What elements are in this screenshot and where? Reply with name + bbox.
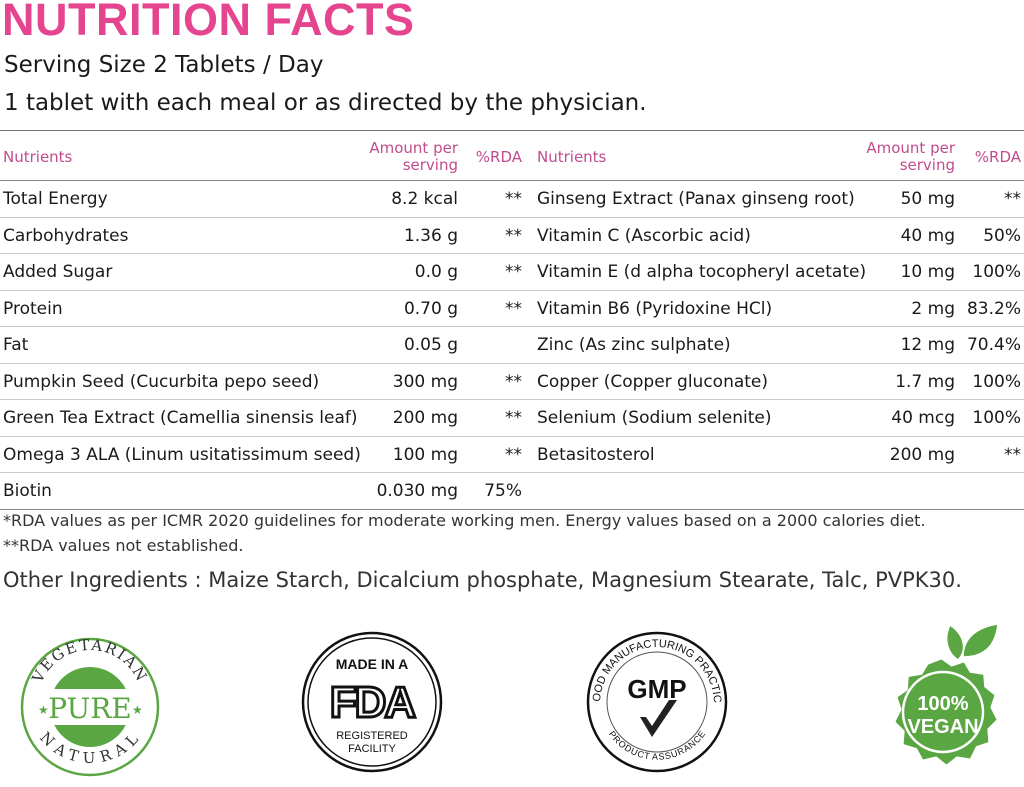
- rda: 50%: [983, 226, 1021, 246]
- amount: 0.030 mg: [377, 481, 458, 501]
- table-row: Total Energy 8.2 kcal ** Ginseng Extract (P…: [0, 181, 1024, 218]
- svg-text:★: ★: [38, 703, 49, 717]
- amount: 40 mcg: [891, 408, 955, 428]
- svg-text:REGISTERED: REGISTERED: [336, 730, 408, 742]
- rda: **: [505, 372, 522, 392]
- rda: **: [1004, 189, 1021, 209]
- svg-text:PURE: PURE: [48, 692, 131, 725]
- amount: 50 mg: [901, 189, 955, 209]
- amount: 8.2 kcal: [391, 189, 458, 209]
- amount: 100 mg: [393, 445, 458, 465]
- header-rda: %RDA: [476, 148, 522, 166]
- page-title: NUTRITION FACTS: [2, 0, 414, 46]
- amount: 0.70 g: [404, 299, 458, 319]
- rda: **: [505, 408, 522, 428]
- vegetarian-pure-natural-logo: VEGETARIAN NATURAL PURE ★★: [18, 622, 163, 777]
- nutrient-name: Vitamin B6 (Pyridoxine HCl): [537, 299, 772, 319]
- gmp-logo: GOOD MANUFACTURING PRACTICE PRODUCT ASSU…: [585, 622, 730, 777]
- rda: 100%: [972, 262, 1021, 282]
- rda: 75%: [484, 481, 522, 501]
- amount: 300 mg: [393, 372, 458, 392]
- header-nutrients: Nutrients: [3, 148, 72, 166]
- header-rda: %RDA: [975, 148, 1021, 166]
- rda: **: [1004, 445, 1021, 465]
- nutrient-name: Green Tea Extract (Camellia sinensis lea…: [3, 408, 358, 428]
- table-row: Carbohydrates 1.36 g ** Vitamin C (Ascorbic…: [0, 218, 1024, 255]
- rda: **: [505, 189, 522, 209]
- header-amount: Amount perserving: [866, 140, 955, 174]
- svg-text:GMP: GMP: [627, 674, 686, 704]
- table-row: Fat 0.05 g Zinc (As zinc sulphate) 12 mg 70.…: [0, 327, 1024, 364]
- header-amount: Amount perserving: [369, 140, 458, 174]
- svg-text:MADE IN A: MADE IN A: [336, 656, 409, 672]
- rda: 70.4%: [967, 335, 1021, 355]
- svg-text:★: ★: [132, 703, 143, 717]
- nutrient-name: Omega 3 ALA (Linum usitatissimum seed): [3, 445, 361, 465]
- vegan-logo: 100% VEGAN: [868, 622, 1013, 782]
- nutrient-name: Vitamin E (d alpha tocopheryl acetate): [537, 262, 866, 282]
- rda: **: [505, 299, 522, 319]
- footnote-rda: *RDA values as per ICMR 2020 guidelines …: [3, 511, 926, 530]
- svg-text:FACILITY: FACILITY: [348, 743, 396, 755]
- nutrient-name: Carbohydrates: [3, 226, 128, 246]
- amount: 1.36 g: [404, 226, 458, 246]
- amount: 200 mg: [393, 408, 458, 428]
- amount: 200 mg: [890, 445, 955, 465]
- directions: 1 tablet with each meal or as directed b…: [4, 90, 647, 116]
- amount: 0.0 g: [415, 262, 458, 282]
- nutrient-name: Selenium (Sodium selenite): [537, 408, 772, 428]
- serving-size: Serving Size 2 Tablets / Day: [4, 52, 323, 78]
- table-header: Nutrients Amount perserving %RDA Nutrien…: [0, 131, 1024, 181]
- rda: 100%: [972, 372, 1021, 392]
- nutrient-name: Fat: [3, 335, 28, 355]
- rda: 100%: [972, 408, 1021, 428]
- amount: 1.7 mg: [895, 372, 955, 392]
- table-row: Added Sugar 0.0 g ** Vitamin E (d alpha toc…: [0, 254, 1024, 291]
- amount: 2 mg: [911, 299, 955, 319]
- nutrient-name: Copper (Copper gluconate): [537, 372, 768, 392]
- amount: 40 mg: [901, 226, 955, 246]
- table-row: Biotin 0.030 mg 75%: [0, 473, 1024, 510]
- header-nutrients: Nutrients: [537, 148, 606, 166]
- amount: 10 mg: [901, 262, 955, 282]
- nutrient-name: Added Sugar: [3, 262, 112, 282]
- nutrient-name: Protein: [3, 299, 63, 319]
- table-row: Protein 0.70 g ** Vitamin B6 (Pyridoxine HC…: [0, 291, 1024, 328]
- rda: 83.2%: [967, 299, 1021, 319]
- table-row: Green Tea Extract (Camellia sinensis lea…: [0, 400, 1024, 437]
- rda: **: [505, 262, 522, 282]
- nutrient-name: Betasitosterol: [537, 445, 655, 465]
- other-ingredients: Other Ingredients : Maize Starch, Dicalc…: [3, 568, 962, 592]
- nutrient-name: Pumpkin Seed (Cucurbita pepo seed): [3, 372, 319, 392]
- rda: **: [505, 226, 522, 246]
- amount: 0.05 g: [404, 335, 458, 355]
- svg-text:PRODUCT ASSURANCE: PRODUCT ASSURANCE: [607, 729, 707, 762]
- nutrient-name: Vitamin C (Ascorbic acid): [537, 226, 751, 246]
- svg-text:FDA: FDA: [330, 678, 416, 727]
- svg-text:VEGAN: VEGAN: [907, 716, 978, 738]
- table-row: Omega 3 ALA (Linum usitatissimum seed) 10…: [0, 437, 1024, 474]
- rda: **: [505, 445, 522, 465]
- nutrient-name: Ginseng Extract (Panax ginseng root): [537, 189, 855, 209]
- nutrient-name: Total Energy: [3, 189, 108, 209]
- nutrient-name: Biotin: [3, 481, 52, 501]
- nutrition-table: Nutrients Amount perserving %RDA Nutrien…: [0, 130, 1024, 510]
- table-row: Pumpkin Seed (Cucurbita pepo seed) 300 mg…: [0, 364, 1024, 401]
- amount: 12 mg: [901, 335, 955, 355]
- nutrient-name: Zinc (As zinc sulphate): [537, 335, 731, 355]
- svg-text:100%: 100%: [917, 693, 968, 715]
- fda-registered-logo: MADE IN A FDA REGISTERED FACILITY: [300, 622, 445, 777]
- footnote-not-established: **RDA values not established.: [3, 536, 243, 555]
